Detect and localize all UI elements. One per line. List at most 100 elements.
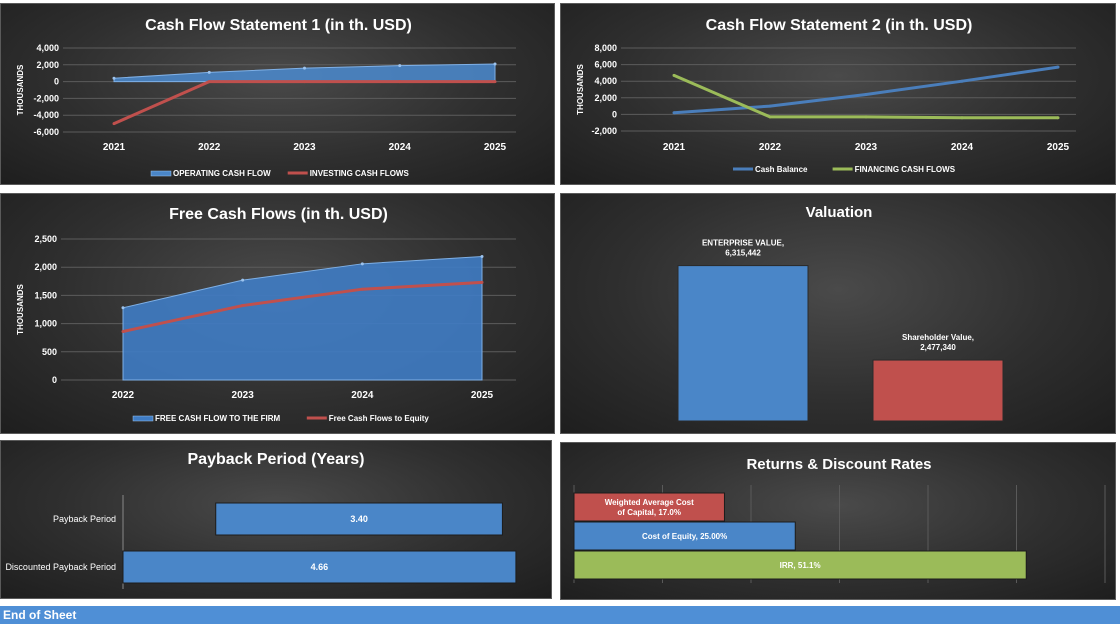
y-tick-label: -2,000 <box>591 126 617 136</box>
y-tick-label: -6,000 <box>33 127 59 137</box>
y-tick-label: 500 <box>42 347 57 357</box>
data-label-shareholder-value: Shareholder Value, <box>902 333 974 342</box>
point-investing-cash-flows <box>112 122 116 126</box>
bar-weighted-average-cost-of-capital <box>573 492 725 522</box>
point-cash-balance <box>1056 65 1060 69</box>
point-investing-cash-flows <box>398 80 402 84</box>
point-cash-balance <box>768 104 772 108</box>
data-label-discounted-payback-period: 4.66 <box>311 562 329 572</box>
data-label-weighted-average-cost-of-capital: of Capital, 17.0% <box>617 508 681 517</box>
category-label-payback-period: Payback Period <box>53 514 116 524</box>
point-operating-cash-flow <box>303 66 306 70</box>
chart-valuation: Valuation ENTERPRISE VALUE, 6,315,442 Share… <box>560 193 1116 434</box>
y-tick-label: 1,000 <box>34 319 57 329</box>
point-free-cash-flow-to-the-firm <box>360 262 364 266</box>
point-free-cash-flow-to-the-firm <box>241 278 245 282</box>
y-axis-label: THOUSANDS <box>16 284 25 335</box>
x-tick-label: 2024 <box>389 142 412 153</box>
point-free-cash-flow-to-the-firm <box>480 254 484 258</box>
chart-svg-cfs1: Cash Flow Statement 1 (in th. USD) THOUSA… <box>16 17 516 178</box>
y-tick-label: 8,000 <box>594 43 617 53</box>
y-tick-label: 0 <box>52 375 57 385</box>
legend-label-investing-cash-flows: INVESTING CASH FLOWS <box>310 169 410 178</box>
y-tick-label: 2,000 <box>594 93 617 103</box>
y-tick-label: 2,000 <box>34 262 57 272</box>
point-financing-cash-flows <box>768 115 772 119</box>
y-tick-label: 4,000 <box>36 43 59 53</box>
point-free-cash-flows-to-equity <box>241 304 245 308</box>
x-tick-label: 2023 <box>293 142 316 153</box>
x-tick-label: 2022 <box>112 390 135 401</box>
data-label-shareholder-value: 2,477,340 <box>920 343 956 352</box>
data-label-cost-of-equity: Cost of Equity, 25.00% <box>642 532 727 541</box>
chart-svg-cfs2: Cash Flow Statement 2 (in th. USD) THOUSA… <box>576 17 1076 174</box>
point-operating-cash-flow <box>207 70 211 74</box>
point-financing-cash-flows <box>960 116 964 120</box>
data-label-enterprise-value: ENTERPRISE VALUE, <box>702 239 784 248</box>
point-cash-balance <box>960 79 964 83</box>
point-free-cash-flows-to-equity <box>121 329 125 333</box>
data-label-irr: IRR, 51.1% <box>780 561 821 570</box>
x-tick-label: 2023 <box>232 390 255 401</box>
x-tick-label: 2025 <box>471 390 494 401</box>
y-tick-label: 4,000 <box>594 76 617 86</box>
bar-cost-of-equity <box>573 521 796 551</box>
x-tick-label: 2022 <box>759 142 782 153</box>
bar-discounted-payback-period <box>122 550 517 584</box>
chart-free-cash-flows: Free Cash Flows (in th. USD) THOUSANDS 2,5… <box>0 193 555 434</box>
point-cash-balance <box>672 111 676 115</box>
chart-cash-flow-statement-1: Cash Flow Statement 1 (in th. USD) THOUSA… <box>0 3 555 185</box>
end-of-sheet-bar: End of Sheet <box>0 606 1120 624</box>
y-tick-label: 2,500 <box>34 234 57 244</box>
x-tick-label: 2024 <box>951 142 974 153</box>
chart-svg-returns: Returns & Discount Rates Weighted Average… <box>573 456 1106 583</box>
x-tick-label: 2022 <box>198 142 221 153</box>
chart-title: Cash Flow Statement 1 (in th. USD) <box>145 17 412 34</box>
legend-swatch-operating-cash-flow <box>150 170 172 177</box>
point-operating-cash-flow <box>398 64 402 68</box>
bar-irr <box>573 550 1027 580</box>
chart-svg-fcf: Free Cash Flows (in th. USD) THOUSANDS 2,5… <box>16 206 516 423</box>
point-cash-balance <box>864 92 868 96</box>
legend-label-operating-cash-flow: OPERATING CASH FLOW <box>173 169 271 178</box>
y-tick-label: 6,000 <box>594 60 617 70</box>
category-label-discounted-payback-period: Discounted Payback Period <box>5 562 116 572</box>
bar-shareholder-value <box>872 359 1004 422</box>
point-financing-cash-flows <box>672 73 676 77</box>
x-tick-label: 2025 <box>1047 142 1070 153</box>
y-tick-label: 0 <box>612 109 617 119</box>
point-investing-cash-flows <box>303 80 306 84</box>
legend-label-financing-cash-flows: FINANCING CASH FLOWS <box>855 165 956 174</box>
area-free-cash-flow-to-the-firm <box>122 255 483 381</box>
footer-text: End of Sheet <box>3 608 77 622</box>
y-tick-label: 2,000 <box>36 60 59 70</box>
y-tick-label: -4,000 <box>33 110 59 120</box>
legend-swatch-free-cash-flow-to-the-firm <box>132 415 154 422</box>
chart-cash-flow-statement-2: Cash Flow Statement 2 (in th. USD) THOUSA… <box>560 3 1116 185</box>
point-investing-cash-flows <box>493 80 497 84</box>
x-tick-label: 2021 <box>103 142 126 153</box>
line-cash-balance <box>673 65 1059 115</box>
y-tick-label: -2,000 <box>33 93 59 103</box>
legend-label-free-cash-flows-to-equity: Free Cash Flows to Equity <box>329 414 430 423</box>
point-free-cash-flow-to-the-firm <box>121 306 125 310</box>
point-operating-cash-flow <box>112 76 116 80</box>
y-tick-label: 1,500 <box>34 290 57 300</box>
area-operating-cash-flow <box>113 63 496 83</box>
y-tick-label: 0 <box>54 77 59 87</box>
y-axis-label: THOUSANDS <box>16 64 25 115</box>
line-financing-cash-flows <box>673 74 1058 120</box>
point-financing-cash-flows <box>864 115 868 119</box>
chart-title: Payback Period (Years) <box>188 451 365 468</box>
line-investing-cash-flows <box>113 80 495 125</box>
x-tick-label: 2024 <box>351 390 374 401</box>
x-tick-label: 2023 <box>855 142 878 153</box>
data-label-weighted-average-cost-of-capital: Weighted Average Cost <box>605 498 694 507</box>
x-tick-label: 2021 <box>663 142 686 153</box>
bar-enterprise-value <box>677 265 809 422</box>
x-tick-label: 2025 <box>484 142 507 153</box>
legend-label-cash-balance: Cash Balance <box>755 165 808 174</box>
chart-title: Free Cash Flows (in th. USD) <box>169 206 388 223</box>
point-free-cash-flows-to-equity <box>360 287 364 291</box>
chart-title: Returns & Discount Rates <box>746 456 931 473</box>
